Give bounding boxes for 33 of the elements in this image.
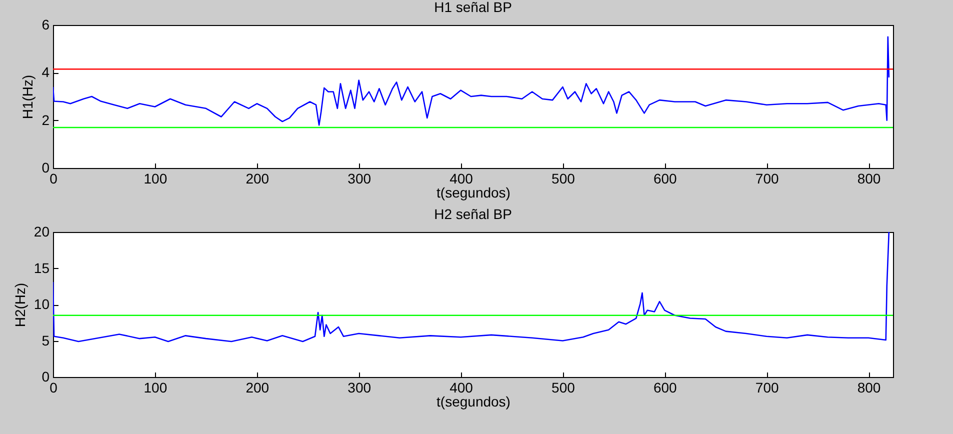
y-tick-label: 5 [42,332,50,348]
y-tick-label: 15 [34,260,50,276]
y-tick-label: 4 [42,64,50,80]
x-tick-label: 700 [755,170,779,186]
line-series [53,232,890,342]
x-tick-label: 500 [552,170,576,186]
x-tick-label: 200 [246,380,270,396]
y-axis-title: H2(Hz) [12,282,28,328]
y-tick-label: 10 [34,296,50,312]
line-series [53,36,890,126]
x-tick-label: 100 [144,170,168,186]
x-tick-label: 500 [552,380,576,396]
y-tick-label: 6 [42,16,50,32]
x-tick-label: 200 [246,170,270,186]
x-tick-label: 100 [144,380,168,396]
x-tick-label: 700 [755,380,779,396]
y-tick-label: 20 [34,224,50,240]
y-tick-label: 2 [42,112,50,128]
y-tick-label: 0 [42,160,50,176]
chart-title: H2 señal BP [434,206,512,222]
x-tick-label: 600 [653,170,678,186]
x-tick-label: 800 [857,380,881,396]
y-tick-label: 0 [42,368,50,384]
x-axis-title: t(segundos) [436,184,510,200]
x-tick-label: 400 [450,170,474,186]
x-tick-label: 400 [450,380,474,396]
x-tick-label: 600 [653,380,678,396]
x-tick-label: 300 [348,170,372,186]
y-axis-title: H1(Hz) [20,74,36,120]
x-axis-title: t(segundos) [436,394,510,410]
chart-title: H1 señal BP [434,0,512,15]
x-tick-label: 800 [857,170,881,186]
x-tick-label: 300 [348,380,372,396]
